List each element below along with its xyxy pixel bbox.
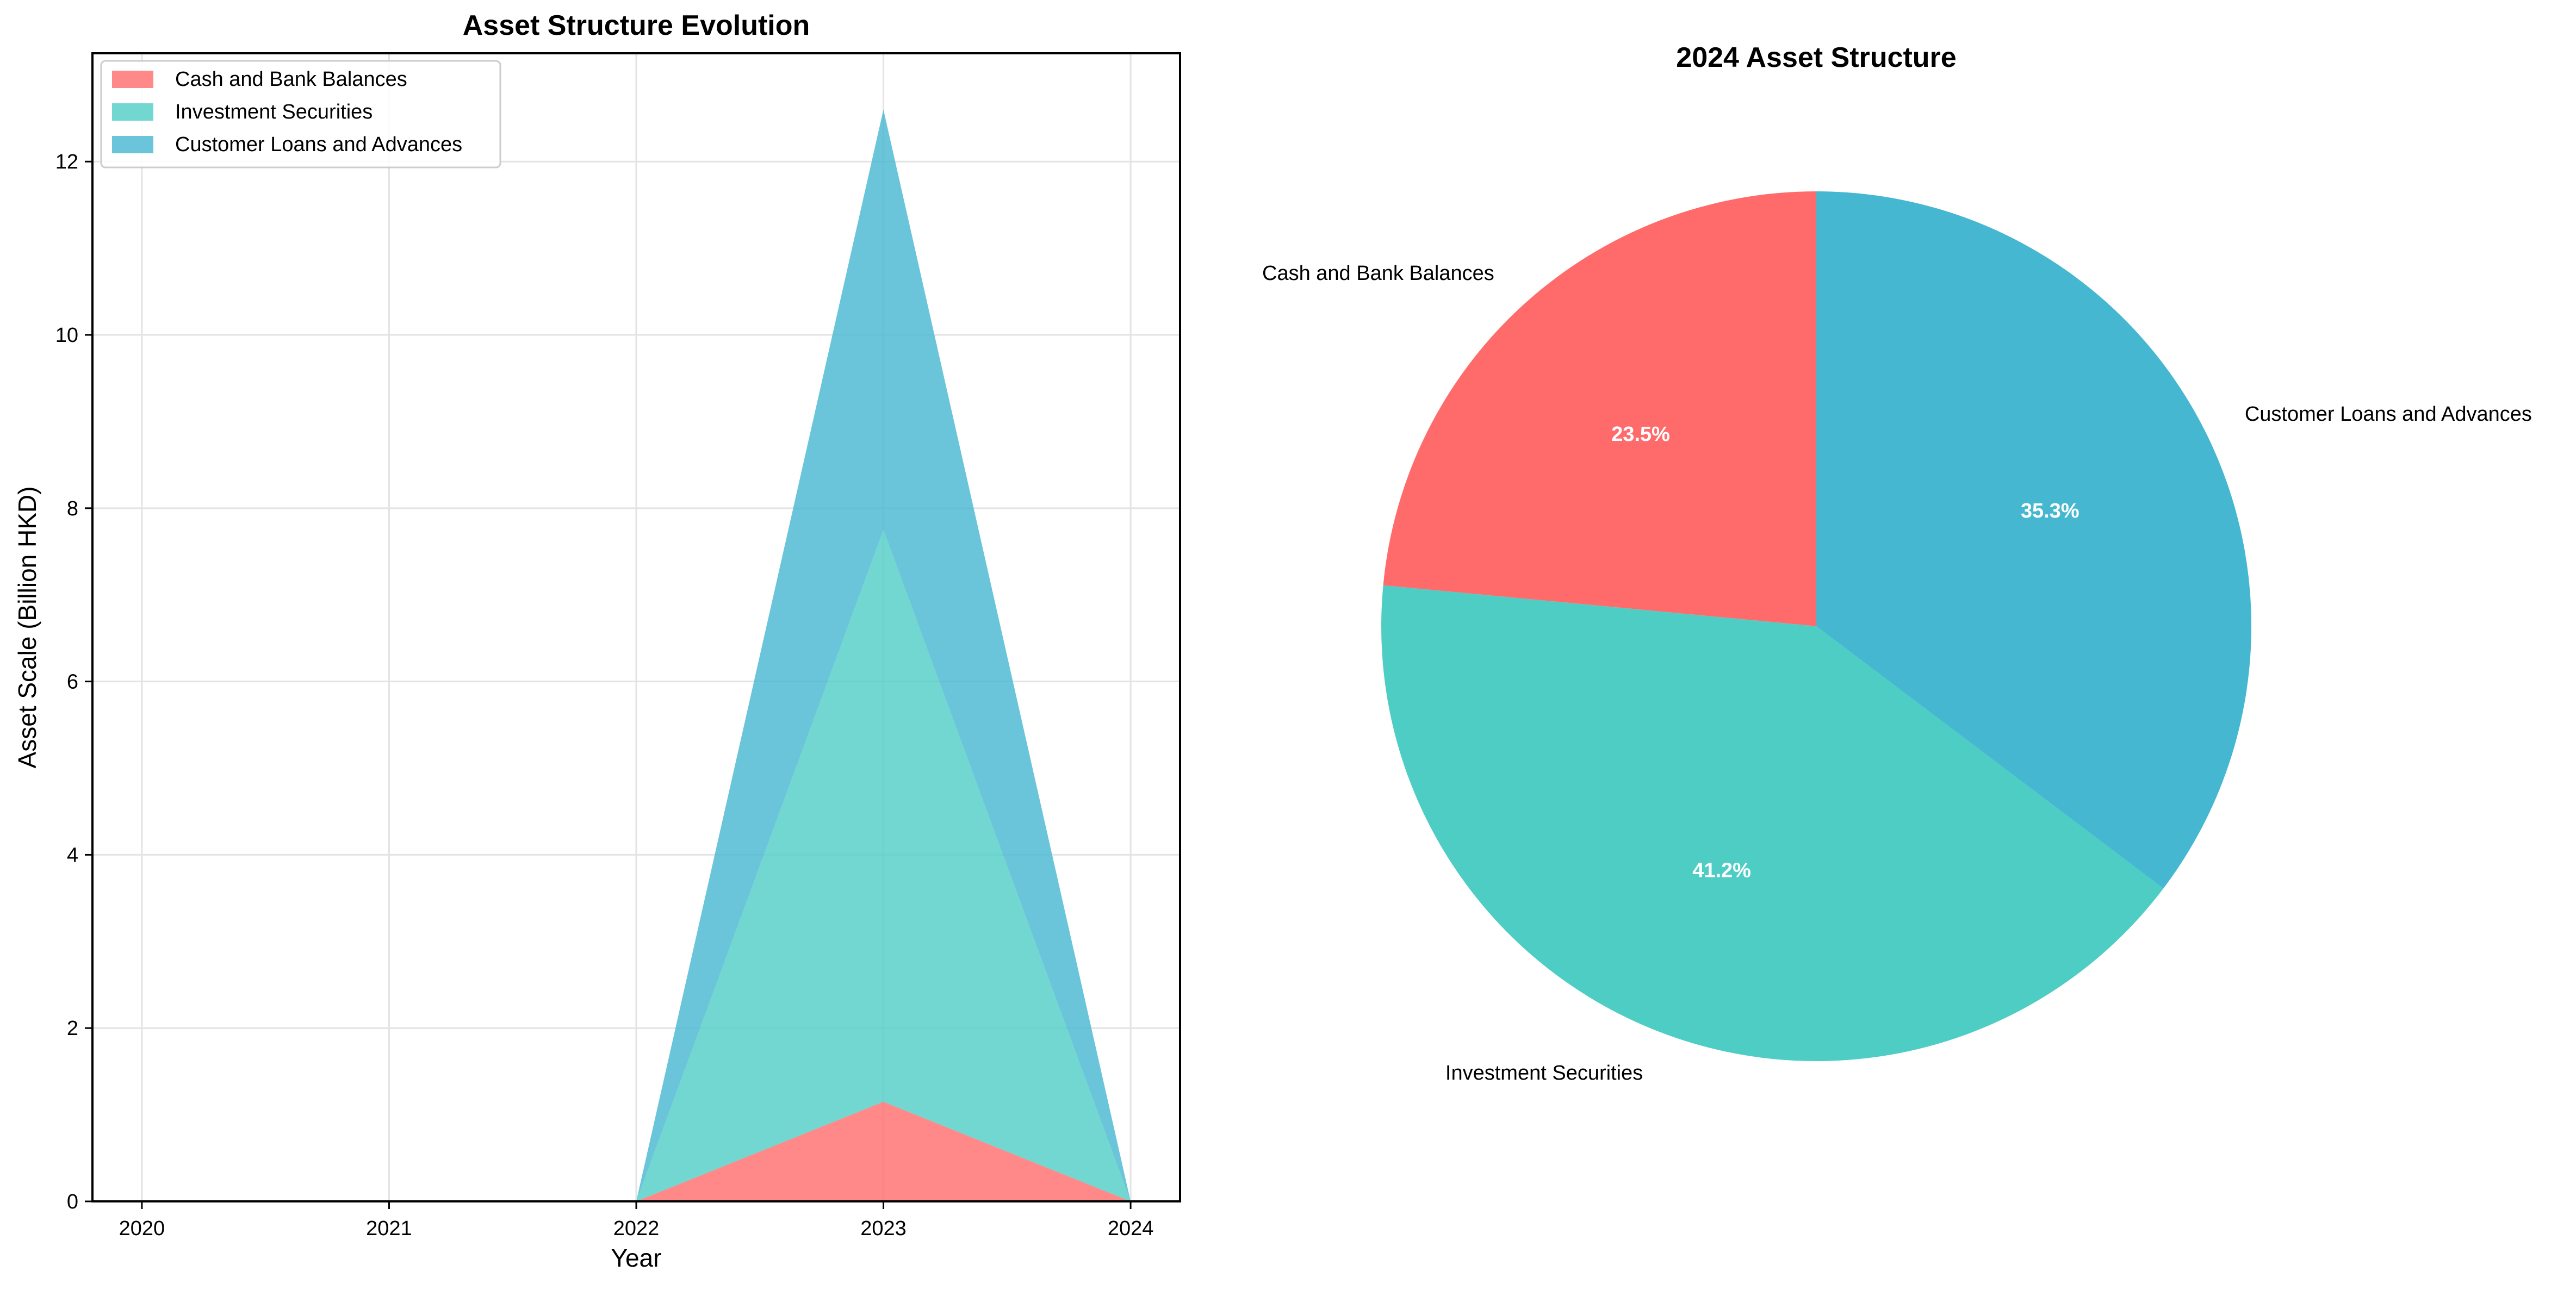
pie-slice-label: Customer Loans and Advances <box>2245 403 2532 426</box>
area-y-tick-label: 6 <box>67 671 78 694</box>
area-x-ticks: 2020 2021 2022 2023 2024 <box>119 1201 1154 1240</box>
area-x-tick-label: 2023 <box>860 1217 907 1240</box>
pie-slice-1 <box>1383 191 1816 626</box>
pie-percent-label: 23.5% <box>1611 423 1670 446</box>
area-legend-swatch <box>112 136 153 153</box>
area-x-tick-label: 2020 <box>119 1217 165 1240</box>
pie-slice-2 <box>1381 585 2164 1061</box>
area-x-axis-label: Year <box>611 1244 662 1272</box>
area-y-tick-label: 8 <box>67 497 78 520</box>
pie-chart-title: 2024 Asset Structure <box>1676 42 1956 73</box>
pie-slice-label: Investment Securities <box>1445 1062 1643 1085</box>
area-series-2 <box>141 529 1131 1202</box>
area-legend: Cash and Bank Balances Investment Securit… <box>100 60 501 169</box>
area-chart: Asset Structure Evolution 2020 2021 2022 20… <box>13 10 1181 1272</box>
area-series-1 <box>141 1101 1131 1201</box>
pie-slice-3 <box>1816 191 2252 889</box>
pie-slices <box>1381 191 2252 1061</box>
area-plot-frame <box>91 52 1181 1202</box>
area-legend-label: Customer Loans and Advances <box>175 133 462 156</box>
area-x-tick-label: 2021 <box>366 1217 412 1240</box>
area-chart-title: Asset Structure Evolution <box>463 10 810 41</box>
area-legend-swatch <box>112 71 153 88</box>
area-y-tick-label: 12 <box>55 151 78 173</box>
area-series-3 <box>141 109 1131 1201</box>
pie-slice-label: Cash and Bank Balances <box>1262 262 1494 285</box>
area-y-tick-label: 2 <box>67 1017 78 1040</box>
pie-chart: 2024 Asset Structure 23.5% Cash and Bank … <box>1262 42 2532 1085</box>
pie-percent-label: 41.2% <box>1692 859 1751 882</box>
area-y-tick-label: 4 <box>67 844 78 867</box>
area-fills <box>141 109 1131 1202</box>
area-legend-label: Investment Securities <box>175 101 373 123</box>
area-legend-label: Cash and Bank Balances <box>175 68 407 91</box>
area-legend-swatch <box>112 103 153 121</box>
pie-percent-label: 35.3% <box>2021 500 2080 522</box>
area-x-tick-label: 2022 <box>613 1217 660 1240</box>
area-y-ticks: 0 2 4 6 8 10 12 <box>55 151 92 1213</box>
pie-labels: 23.5% Cash and Bank Balances 41.2% Investme… <box>1262 262 2532 1085</box>
area-x-tick-label: 2024 <box>1108 1217 1154 1240</box>
area-y-axis-label: Asset Scale (Billion HKD) <box>13 487 41 769</box>
area-y-tick-label: 0 <box>67 1191 78 1213</box>
area-legend-box <box>100 60 501 169</box>
area-y-tick-label: 10 <box>55 324 78 347</box>
